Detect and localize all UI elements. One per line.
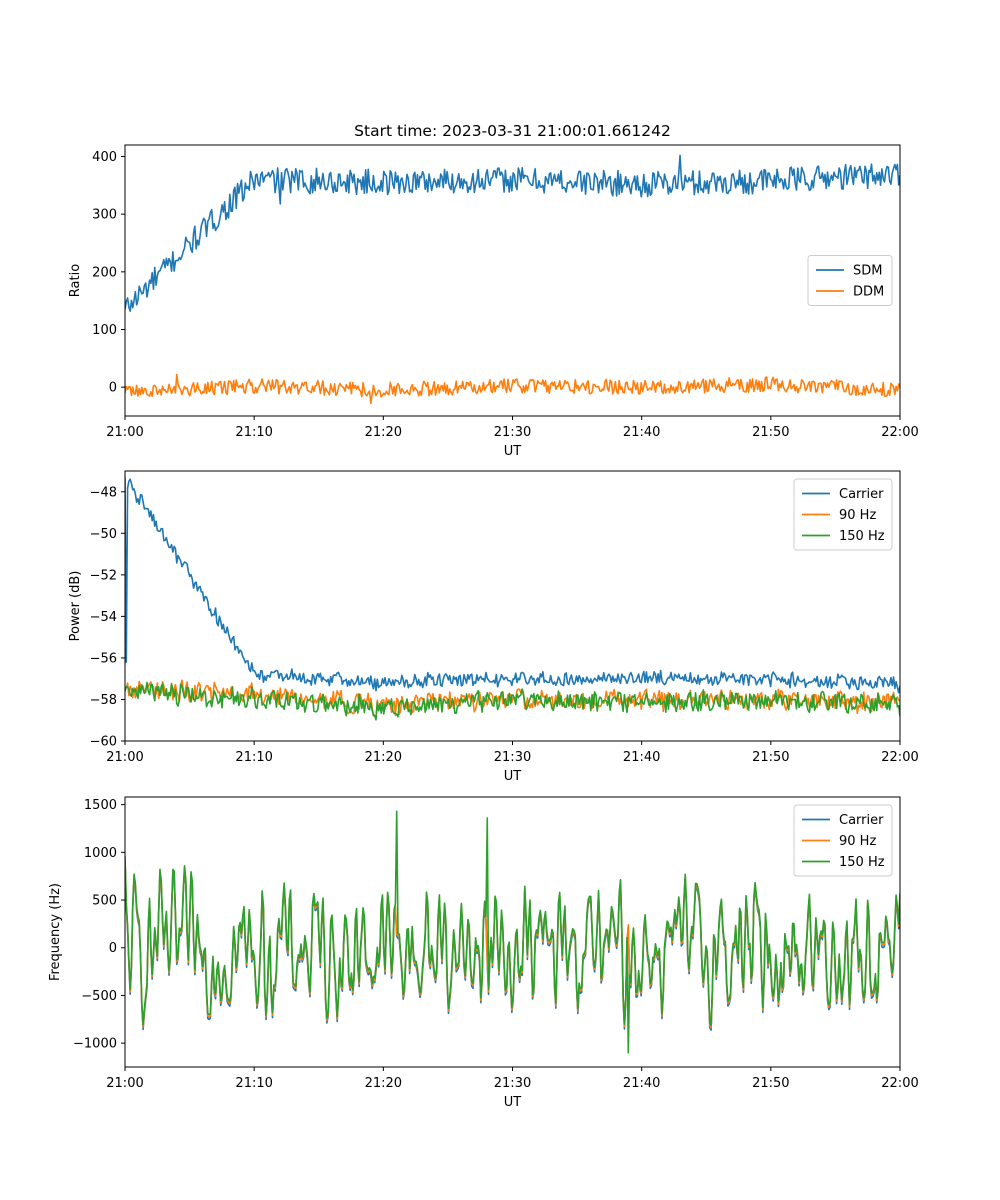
legend-box: [807, 255, 893, 306]
x-tick-label: 21:30: [494, 425, 531, 440]
legend-entry: Carrier: [839, 487, 884, 502]
y-tick-label: −60: [90, 735, 117, 750]
y-tick-label: 1500: [84, 798, 117, 813]
series-line-150-hz: [125, 810, 900, 1054]
y-tick-label: 1000: [84, 846, 117, 861]
y-tick-label: −48: [90, 485, 117, 500]
x-tick-label: 21:00: [106, 425, 143, 440]
y-tick-label: −52: [90, 568, 117, 583]
y-tick-label: 200: [92, 265, 117, 280]
y-tick-label: −50: [90, 527, 117, 542]
legend-entry: 150 Hz: [839, 529, 885, 544]
x-tick-label: 21:40: [623, 750, 660, 765]
x-tick-label: 22:00: [881, 425, 918, 440]
x-tick-label: 22:00: [881, 1076, 918, 1091]
y-tick-label: −56: [90, 651, 117, 666]
series-line-ddm: [125, 373, 900, 405]
x-tick-label: 21:20: [365, 425, 402, 440]
legend: SDM DDM: [807, 255, 893, 306]
y-tick-label: 300: [92, 208, 117, 223]
x-tick-label: 21:50: [752, 1076, 789, 1091]
series-line-150-hz: [125, 681, 900, 721]
legend-box: [793, 478, 893, 551]
legend-box: [793, 804, 893, 877]
y-tick-label: 0: [109, 381, 117, 396]
legend-entry: 150 Hz: [839, 855, 885, 870]
y-axis-label: Power (dB): [68, 571, 83, 642]
power-panel: 21:00 21:10 21:20 21:30 21:40 21:50 22:00 −60 −5…: [68, 470, 919, 784]
legend-entry: Carrier: [839, 813, 884, 828]
legend-entry: SDM: [853, 264, 882, 279]
x-tick-label: 21:30: [494, 1076, 531, 1091]
y-tick-label: −1000: [73, 1037, 117, 1052]
x-tick-label: 21:10: [235, 425, 272, 440]
x-axis-label: UT: [504, 1095, 522, 1110]
x-tick-label: 21:20: [365, 750, 402, 765]
y-tick-label: 500: [92, 894, 117, 909]
legend: Carrier 90 Hz 150 Hz: [793, 804, 893, 877]
y-tick-label: −54: [90, 610, 117, 625]
legend: Carrier 90 Hz 150 Hz: [793, 478, 893, 551]
x-tick-label: 21:40: [623, 425, 660, 440]
y-tick-label: −58: [90, 693, 117, 708]
series-line-carrier: [125, 477, 900, 694]
x-tick-label: 21:00: [106, 750, 143, 765]
x-tick-label: 21:40: [623, 1076, 660, 1091]
y-axis-label: Ratio: [68, 264, 83, 297]
x-tick-label: 21:50: [752, 750, 789, 765]
y-tick-label: 400: [92, 150, 117, 165]
x-tick-label: 21:10: [235, 750, 272, 765]
x-tick-label: 22:00: [881, 750, 918, 765]
plot-area: [125, 810, 900, 1054]
plot-area: [125, 477, 900, 721]
x-tick-label: 21:30: [494, 750, 531, 765]
x-tick-label: 21:10: [235, 1076, 272, 1091]
y-tick-label: −500: [81, 989, 117, 1004]
legend-entry: 90 Hz: [839, 508, 876, 523]
x-axis-label: UT: [504, 444, 522, 459]
ratio-panel: 21:00 21:10 21:20 21:30 21:40 21:50 22:00 0 100 2…: [68, 122, 919, 459]
plot-area: [125, 154, 900, 405]
legend-entry: DDM: [853, 285, 884, 300]
series-line-sdm: [125, 154, 900, 312]
legend-entry: 90 Hz: [839, 834, 876, 849]
chart-title: Start time: 2023-03-31 21:00:01.661242: [354, 122, 671, 140]
y-axis-label: Frequency (Hz): [48, 883, 63, 981]
y-tick-label: 0: [109, 941, 117, 956]
y-tick-label: 100: [92, 323, 117, 338]
x-tick-label: 21:20: [365, 1076, 402, 1091]
x-axis-label: UT: [504, 769, 522, 784]
x-tick-label: 21:50: [752, 425, 789, 440]
frequency-panel: 21:00 21:10 21:20 21:30 21:40 21:50 22:00 −1000…: [48, 796, 919, 1110]
x-tick-label: 21:00: [106, 1076, 143, 1091]
